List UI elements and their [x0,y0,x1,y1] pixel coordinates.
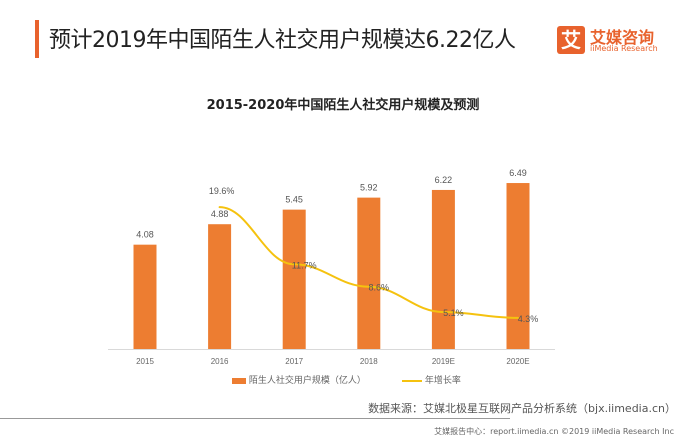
growth-point-2017 [293,263,296,266]
footer-divider [0,418,510,419]
growth-point-2019E [442,311,445,314]
x-tick-2016: 2016 [211,357,229,366]
growth-point-2018 [367,285,370,288]
legend-line-swatch [402,379,422,382]
x-tick-2019E: 2019E [432,357,455,366]
legend-bar: 陌生人社交用户规模（亿人） [232,373,366,386]
x-tick-2018: 2018 [360,357,378,366]
bar-label-2018: 5.92 [360,183,378,193]
x-tick-2017: 2017 [285,357,303,366]
bar-label-2016: 4.88 [211,209,229,219]
growth-label-2017: 11.7% [292,260,317,270]
footer: 艾媒报告中心：report.iimedia.cn ©2019 iiMedia R… [434,427,674,436]
bar-label-2015: 4.08 [136,230,154,240]
bar-2020E [506,183,530,349]
bar-label-2019E: 6.22 [435,175,453,185]
x-tick-2020E: 2020E [506,357,529,366]
bar-2018 [357,197,381,349]
bar-2019E [431,189,455,349]
bar-2017 [282,209,306,349]
bar-label-2017: 5.45 [285,195,303,205]
growth-point-2020E [517,316,519,319]
logo-en: iiMedia Research [590,44,658,53]
title-accent-bar [35,20,39,58]
legend-bar-label: 陌生人社交用户规模（亿人） [248,376,366,386]
growth-point-2016 [218,206,221,209]
growth-label-2016: 19.6% [209,186,235,196]
logo-cn: 艾媒咨询 [590,28,655,47]
growth-label-2019E: 5.1% [443,308,464,318]
growth-label-2018: 8.6% [369,283,390,293]
legend-bar-swatch [232,377,246,384]
legend-line: 年增长率 [402,373,461,386]
x-tick-2015: 2015 [136,357,154,366]
logo-mark: 艾 [557,26,585,54]
logo: 艾 艾媒咨询 iiMedia Research [557,24,665,58]
legend-line-label: 年增长率 [424,376,461,386]
bar-2016 [208,224,232,349]
bar-label-2020E: 6.49 [509,168,527,178]
growth-label-2020E: 4.3% [518,314,539,324]
data-source: 数据来源：艾媒北极星互联网产品分析系统（bjx.iimedia.cn） [368,402,676,415]
page-title: 预计2019年中国陌生人社交用户规模达6.22亿人 [49,28,516,53]
chart-title: 2015-2020年中国陌生人社交用户规模及预测 [206,98,480,113]
bar-2015 [133,244,157,349]
